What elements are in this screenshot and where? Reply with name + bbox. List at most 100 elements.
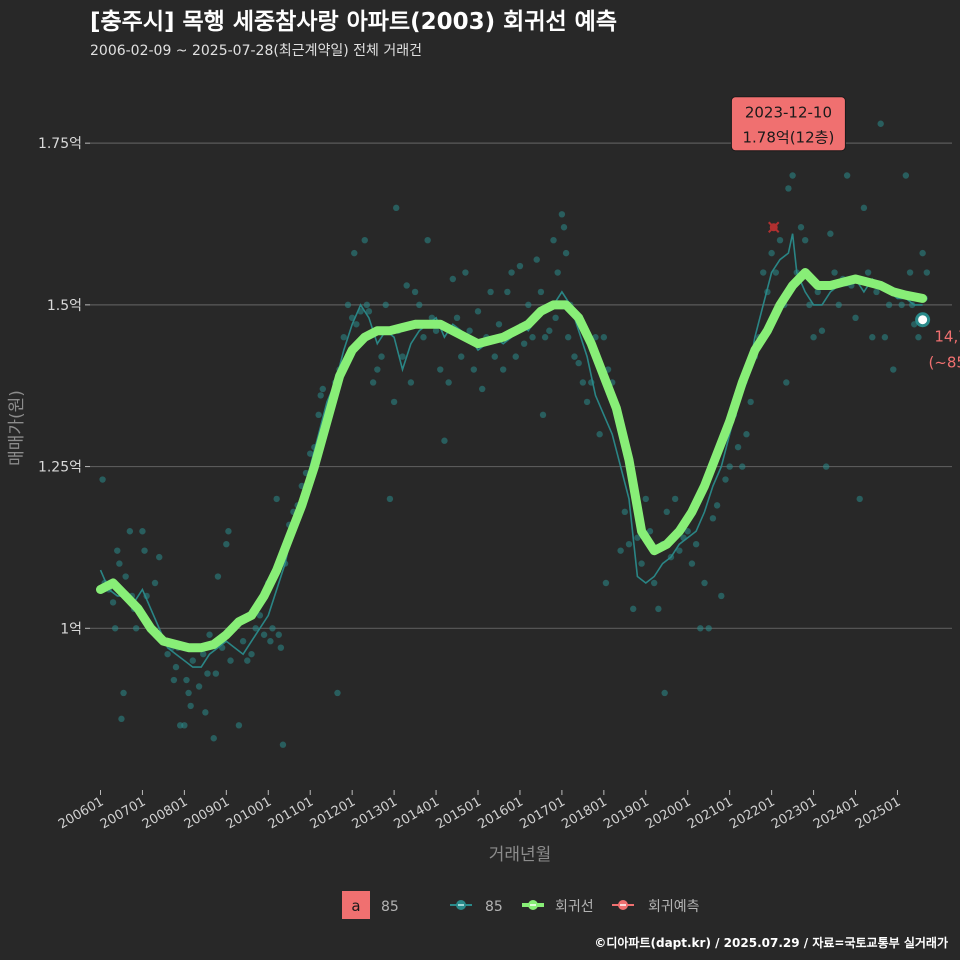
data-point xyxy=(856,495,863,503)
data-point xyxy=(111,625,119,632)
data-point xyxy=(541,334,549,341)
data-point xyxy=(843,172,851,179)
prediction-point xyxy=(915,312,931,328)
data-point xyxy=(204,670,211,677)
data-point xyxy=(378,353,385,360)
data-point xyxy=(432,327,440,334)
data-point xyxy=(814,288,821,296)
data-point xyxy=(630,605,637,613)
data-point xyxy=(810,334,817,341)
data-point xyxy=(363,301,371,309)
data-point xyxy=(579,379,587,386)
x-tick-label: 202101 xyxy=(685,794,735,832)
data-point xyxy=(852,314,859,322)
data-point xyxy=(864,269,872,276)
data-point xyxy=(200,650,207,658)
x-tick-label: 200801 xyxy=(140,794,190,832)
legend-item-prediction: 회귀예측 xyxy=(612,899,700,915)
max-label-bg xyxy=(730,96,846,152)
data-point xyxy=(692,540,700,548)
data-point xyxy=(317,392,324,399)
data-point xyxy=(827,230,834,237)
data-point xyxy=(701,579,708,587)
prediction-area: (~85㎡) xyxy=(928,354,960,372)
data-point xyxy=(256,612,264,619)
data-point xyxy=(705,625,712,632)
data-point xyxy=(617,547,624,554)
data-point xyxy=(466,327,473,334)
data-point xyxy=(252,625,259,632)
chart-title: [충주시] 목행 세중참사랑 아파트(2003) 회귀선 예측 xyxy=(90,9,617,35)
data-point xyxy=(474,308,482,315)
max-point-cross xyxy=(768,221,780,233)
x-tick-label: 201001 xyxy=(224,794,274,832)
x-tick-label: 200601 xyxy=(56,794,106,832)
data-point xyxy=(512,353,519,360)
legend-item-points: 85 xyxy=(450,899,503,915)
data-point xyxy=(369,379,377,386)
x-tick-label: 201901 xyxy=(601,794,651,832)
data-point xyxy=(571,353,578,360)
data-point xyxy=(923,269,931,276)
data-point xyxy=(822,463,830,470)
data-point xyxy=(881,334,889,341)
data-point xyxy=(661,689,668,697)
data-point xyxy=(206,631,213,638)
data-point xyxy=(801,236,809,244)
data-point xyxy=(898,301,905,309)
data-point xyxy=(269,625,276,632)
data-point xyxy=(785,185,792,192)
data-point xyxy=(202,709,209,716)
data-point xyxy=(235,722,243,729)
x-tick-label: 201401 xyxy=(392,794,442,832)
data-point xyxy=(663,508,670,516)
data-point xyxy=(818,327,826,334)
data-point xyxy=(340,334,347,341)
data-point xyxy=(890,366,897,373)
x-tick-label: 201501 xyxy=(434,794,484,832)
x-axis-ticks: 2006012007012008012009012010012011012012… xyxy=(56,790,903,832)
data-point xyxy=(726,463,733,470)
data-point xyxy=(114,547,121,554)
legend-label-regression: 회귀선 xyxy=(555,899,594,915)
data-point xyxy=(390,398,398,406)
data-point xyxy=(185,689,192,697)
data-point xyxy=(646,528,654,535)
data-point xyxy=(267,638,274,645)
data-point xyxy=(449,275,457,283)
data-point xyxy=(411,288,419,296)
data-point xyxy=(602,579,610,587)
data-point xyxy=(919,249,926,257)
data-point xyxy=(118,715,125,723)
data-point xyxy=(181,722,188,729)
data-point xyxy=(189,657,196,664)
grid-lines xyxy=(90,142,952,629)
data-point xyxy=(539,411,547,419)
data-point xyxy=(172,663,180,671)
data-point xyxy=(122,573,129,580)
data-point xyxy=(351,249,358,257)
data-point xyxy=(116,560,123,567)
data-point xyxy=(797,224,805,231)
max-label-date: 2023-12-10 xyxy=(745,104,832,122)
data-point xyxy=(734,443,742,451)
y-tick-label: 1억 xyxy=(60,621,82,637)
scatter-points xyxy=(99,120,931,748)
data-point xyxy=(275,631,282,638)
data-point xyxy=(546,327,553,334)
data-point xyxy=(491,353,498,360)
data-point xyxy=(386,495,394,503)
data-point xyxy=(768,249,775,257)
legend-item-regression: 회귀선 xyxy=(522,899,594,915)
x-tick-label: 202401 xyxy=(811,794,861,832)
data-point xyxy=(183,676,190,684)
data-point xyxy=(225,528,232,535)
data-point xyxy=(462,269,469,276)
data-point xyxy=(789,172,796,179)
data-point xyxy=(806,301,813,309)
legend: a 85 85 회귀선 회귀예측 xyxy=(342,891,700,919)
data-point xyxy=(885,301,893,309)
x-tick-label: 201301 xyxy=(350,794,400,832)
data-point xyxy=(596,431,603,438)
data-point xyxy=(873,288,880,296)
